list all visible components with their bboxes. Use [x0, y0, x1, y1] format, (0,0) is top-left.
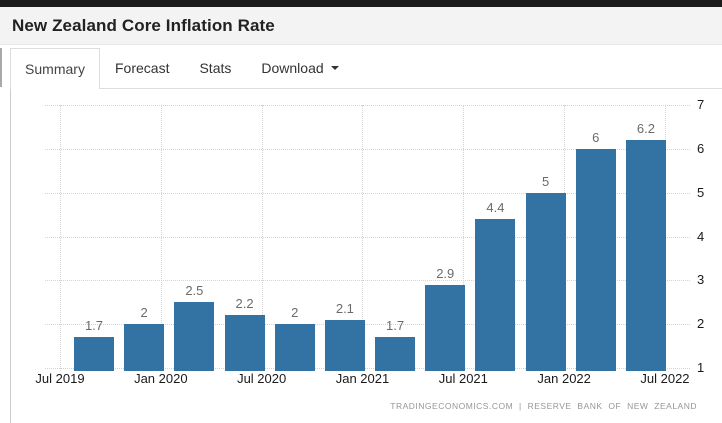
x-axis-tick-label: Jan 2022	[537, 371, 591, 386]
bar-value-label: 2.2	[235, 296, 254, 312]
y-axis-tick-label: 3	[697, 272, 705, 288]
bar[interactable]	[625, 140, 666, 371]
tab-forecast-label: Forecast	[115, 60, 170, 76]
x-axis-tick-label: Jul 2020	[237, 371, 287, 386]
bar[interactable]	[525, 192, 566, 371]
page-edge-artifact	[0, 48, 2, 87]
bar[interactable]	[74, 337, 114, 371]
bar[interactable]	[575, 148, 616, 371]
bar[interactable]	[324, 319, 365, 371]
bar[interactable]	[375, 337, 416, 371]
bar-value-label: 2.5	[185, 283, 204, 299]
bar-value-label: 2.9	[436, 265, 455, 281]
x-axis-tick-label: Jul 2022	[640, 371, 690, 386]
y-axis-tick-label: 4	[697, 228, 705, 244]
tab-download[interactable]: Download	[246, 50, 353, 86]
tab-stats-label: Stats	[199, 60, 232, 76]
h-gridline	[45, 105, 690, 106]
tab-summary[interactable]: Summary	[10, 48, 100, 89]
bar-value-label: 5	[541, 173, 550, 189]
caret-down-icon	[330, 66, 339, 70]
y-axis-tick-label: 6	[697, 140, 705, 156]
chart-header: New Zealand Core Inflation Rate	[0, 7, 722, 45]
bar-value-label: 2	[291, 305, 299, 321]
tab-forecast[interactable]: Forecast	[100, 50, 184, 86]
x-axis-tick-label: Jul 2019	[35, 371, 85, 386]
bar-value-label: 2	[140, 305, 148, 321]
bar[interactable]	[425, 284, 466, 371]
tabs-bottom-rule	[10, 88, 722, 89]
page-title: New Zealand Core Inflation Rate	[12, 15, 275, 35]
y-axis-tick-label: 5	[697, 184, 705, 200]
bar-value-label: 6	[592, 129, 600, 145]
bar[interactable]	[224, 315, 265, 371]
bar[interactable]	[274, 324, 315, 371]
bar-value-label: 2.1	[335, 300, 354, 316]
panel-left-border	[10, 89, 11, 423]
tab-links: Forecast Stats Download	[100, 48, 354, 88]
bar-value-label: 4.4	[486, 199, 505, 215]
tab-stats[interactable]: Stats	[184, 50, 246, 86]
tab-summary-label: Summary	[25, 61, 85, 77]
x-axis-tick-label: Jul 2021	[438, 371, 488, 386]
y-axis-tick-label: 7	[697, 97, 705, 112]
top-nav-bar	[0, 0, 722, 7]
tab-download-label: Download	[261, 60, 324, 76]
bar[interactable]	[124, 324, 165, 371]
chart-attribution: TRADINGECONOMICS.COM | RESERVE BANK OF N…	[390, 401, 697, 411]
bar-value-label: 1.7	[386, 318, 405, 334]
x-axis-tick-label: Jan 2021	[335, 371, 390, 386]
bar-value-label: 1.7	[84, 318, 104, 334]
bar-value-label: 6.2	[636, 121, 655, 137]
bar[interactable]	[174, 302, 215, 371]
x-axis-tick-label: Jan 2020	[134, 371, 188, 386]
y-axis-tick-label: 2	[697, 316, 705, 332]
y-axis-tick-label: 1	[697, 360, 705, 375]
v-gridline	[60, 105, 61, 371]
bar[interactable]	[475, 218, 516, 371]
